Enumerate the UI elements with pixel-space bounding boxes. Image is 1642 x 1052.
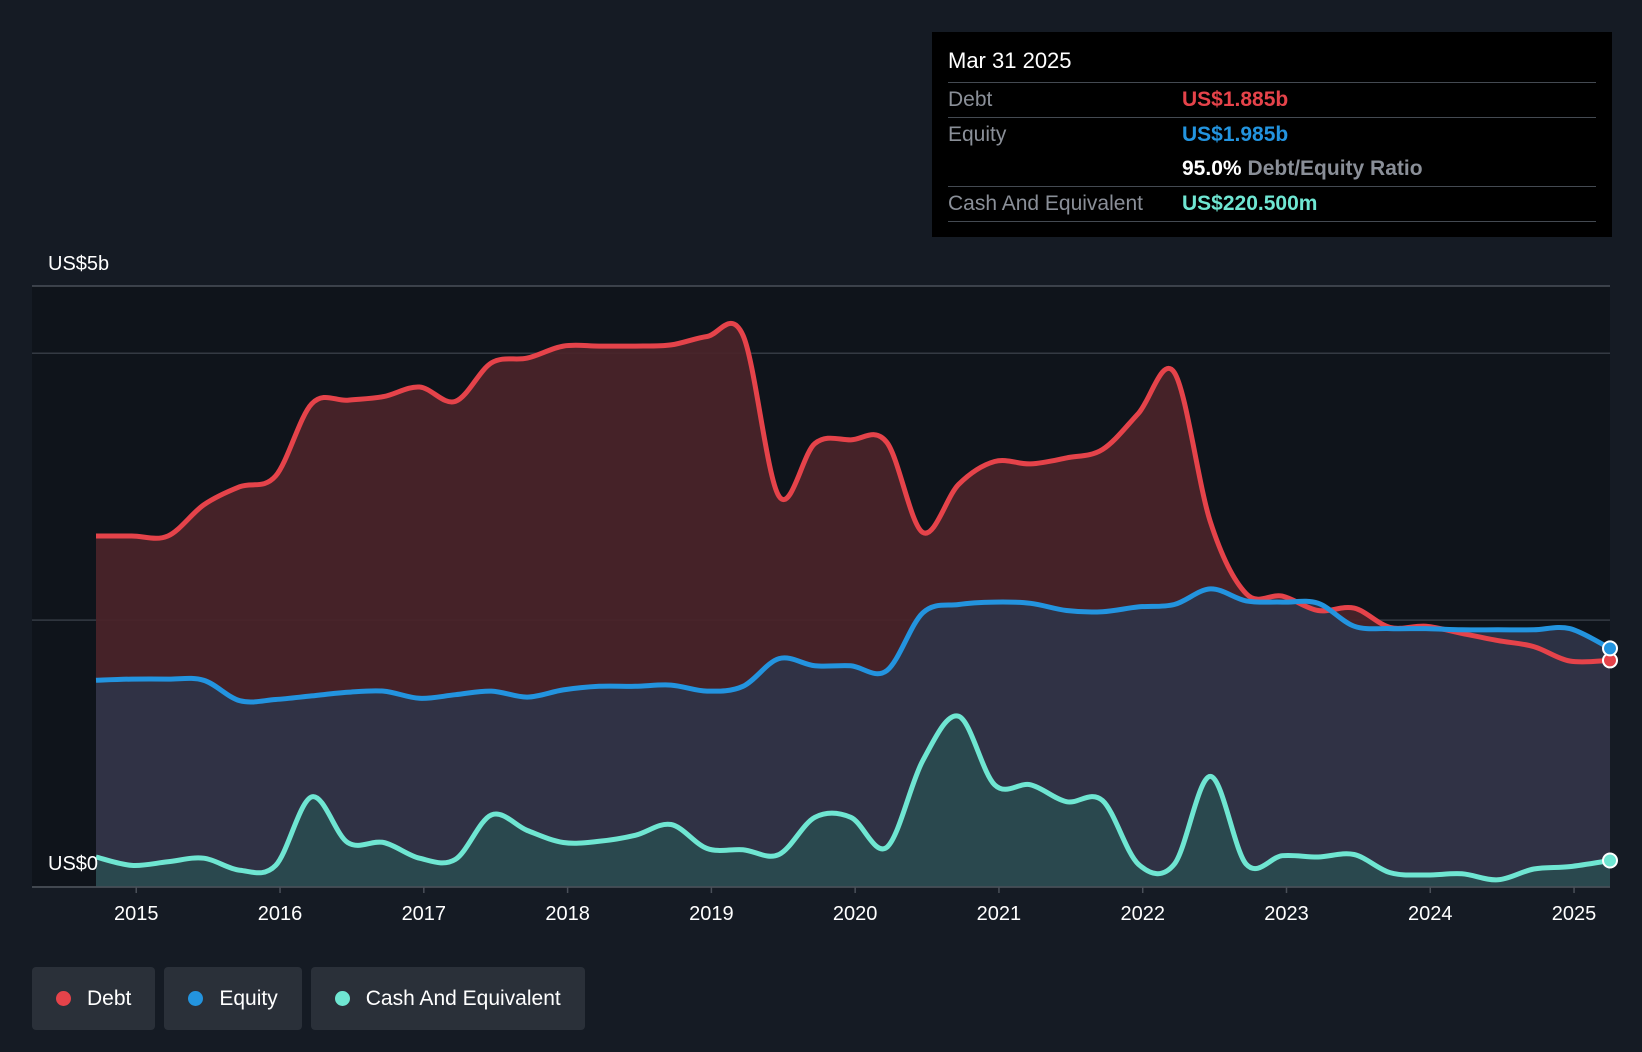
tooltip-debt-row: Debt US$1.885b xyxy=(948,82,1596,117)
legend-label-cash: Cash And Equivalent xyxy=(365,986,561,1010)
tooltip-date: Mar 31 2025 xyxy=(948,48,1072,73)
chart-legend: Debt Equity Cash And Equivalent xyxy=(32,967,585,1030)
equity-line xyxy=(95,586,1612,705)
legend-item-debt[interactable]: Debt xyxy=(32,967,156,1030)
tooltip-ratio-value: 95.0% xyxy=(1182,157,1242,180)
cash-endpoint xyxy=(1602,852,1618,869)
legend-item-cash[interactable]: Cash And Equivalent xyxy=(310,967,585,1030)
x-tick-label: 2016 xyxy=(258,903,303,925)
x-tick-label: 2020 xyxy=(833,903,878,925)
tooltip-equity-row: Equity US$1.985b xyxy=(948,117,1596,152)
tooltip-panel: Mar 31 2025 Debt US$1.885b Equity US$1.9… xyxy=(932,32,1612,237)
tooltip-cash-label: Cash And Equivalent xyxy=(948,192,1143,215)
legend-label-equity: Equity xyxy=(219,986,278,1010)
tooltip-bottom-rule xyxy=(948,221,1596,222)
x-tick-label: 2022 xyxy=(1120,903,1165,925)
x-tick-label: 2017 xyxy=(402,903,447,925)
x-tick-label: 2025 xyxy=(1552,903,1597,925)
x-axis: 2015 2016 2017 2018 2019 2020 2021 2022 2023 2024… xyxy=(32,886,1610,925)
x-tick-label: 2024 xyxy=(1408,903,1453,925)
tooltip-debt-value: US$1.885b xyxy=(1182,88,1289,111)
legend-dot-cash xyxy=(334,991,350,1006)
series-lines xyxy=(95,320,1612,883)
tooltip-ratio-label: Debt/Equity Ratio xyxy=(1247,157,1423,180)
legend-dot-debt xyxy=(56,991,71,1006)
y-axis-bottom-label: US$0 xyxy=(48,853,98,875)
debt-equity-chart: 2015 2016 2017 2018 2019 2020 2021 2022 2023 2024… xyxy=(32,253,1618,925)
debt-line xyxy=(96,320,1611,665)
equity-area xyxy=(96,588,1610,887)
x-tick-label: 2023 xyxy=(1264,903,1309,925)
equity-endpoint xyxy=(1602,640,1618,657)
cash-area xyxy=(96,715,1610,887)
cash-line xyxy=(95,713,1611,883)
legend-dot-equity xyxy=(188,991,204,1006)
legend-item-equity[interactable]: Equity xyxy=(164,967,302,1030)
x-tick-label: 2015 xyxy=(114,903,159,925)
legend-label-debt: Debt xyxy=(87,986,132,1010)
tooltip-ratio-row: 95.0% Debt/Equity Ratio xyxy=(948,152,1596,186)
x-tick-label: 2018 xyxy=(545,903,590,925)
y-axis-top-label: US$5b xyxy=(48,253,109,275)
x-tick-label: 2019 xyxy=(689,903,734,925)
tooltip-equity-label: Equity xyxy=(948,123,1007,146)
tooltip-equity-value: US$1.985b xyxy=(1182,123,1289,146)
series-endpoints xyxy=(1602,640,1618,869)
x-tick-label: 2021 xyxy=(977,903,1022,925)
series-areas xyxy=(96,323,1610,887)
tooltip-cash-value: US$220.500m xyxy=(1182,192,1318,215)
tooltip-debt-label: Debt xyxy=(948,88,993,111)
tooltip-cash-row: Cash And Equivalent US$220.500m xyxy=(948,186,1596,221)
